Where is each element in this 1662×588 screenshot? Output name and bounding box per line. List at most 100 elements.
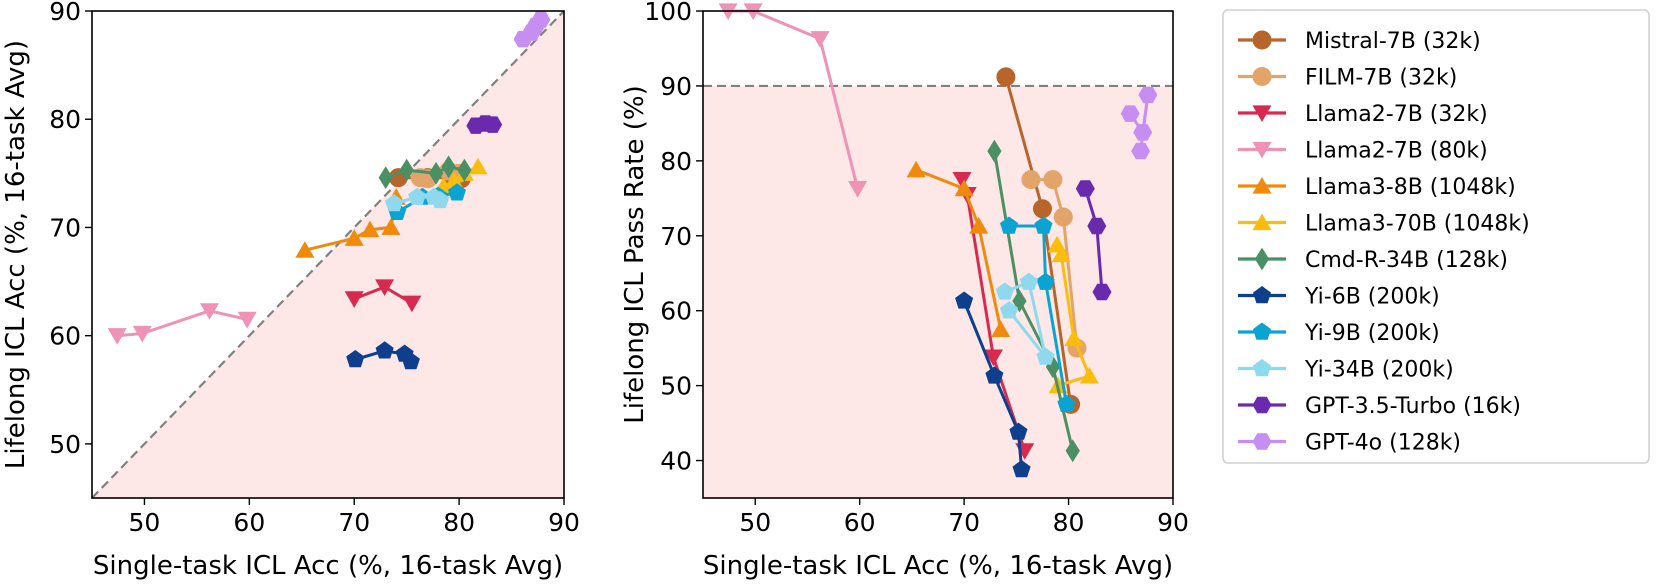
data-point (375, 341, 394, 359)
legend-label: Cmd-R-34B (128k) (1305, 248, 1508, 273)
legend-label: Mistral-7B (32k) (1305, 29, 1481, 54)
data-point (996, 67, 1016, 87)
data-point (1036, 272, 1055, 290)
legend-item-llama2-7b-80k: Llama2-7B (80k) (1238, 139, 1488, 164)
series-cmd-r-34b-128k (378, 155, 472, 190)
data-point (107, 328, 127, 345)
series-line (1031, 178, 1079, 349)
y-tick-label: 80 (660, 147, 692, 176)
y-tick-label: 40 (660, 447, 692, 476)
x-tick-label: 70 (338, 508, 370, 537)
series-yi-6b-200k (346, 341, 420, 370)
data-point (1019, 272, 1038, 290)
series-line (1004, 280, 1048, 359)
legend-frame (1222, 9, 1650, 464)
data-point (1009, 422, 1028, 440)
legend-label: Yi-6B (200k) (1304, 285, 1440, 310)
series-line (915, 168, 1003, 330)
legend-item-cmd-r-34b-128k: Cmd-R-34B (128k) (1238, 247, 1508, 273)
data-point (1079, 366, 1099, 384)
data-point (952, 172, 972, 189)
legend-marker (1252, 30, 1272, 50)
data-point (987, 139, 1002, 163)
legend-label: GPT-3.5-Turbo (16k) (1305, 394, 1521, 419)
data-point (408, 187, 427, 205)
data-point (295, 241, 315, 258)
legend-marker (1253, 322, 1271, 340)
x-tick-label: 90 (1157, 508, 1189, 537)
legend-marker (1252, 213, 1272, 231)
legend-item-gpt-3-5-turbo-16k: GPT-3.5-Turbo (16k) (1238, 394, 1521, 419)
legend-item-gpt-4o-128k: GPT-4o (128k) (1238, 431, 1461, 456)
plot-frame (91, 10, 565, 499)
data-point (1087, 217, 1107, 235)
data-point (1131, 142, 1151, 160)
legend-marker (1254, 247, 1270, 271)
legend-item-yi-9b-200k: Yi-9B (200k) (1238, 321, 1440, 346)
data-point (955, 291, 974, 309)
data-point (375, 279, 395, 296)
series-line (1128, 93, 1150, 152)
data-point (346, 350, 365, 368)
data-point (402, 295, 422, 313)
data-point (1032, 199, 1052, 219)
data-point (985, 366, 1004, 384)
data-point (428, 161, 444, 185)
data-point (1012, 289, 1027, 313)
x-tick-label: 50 (739, 508, 771, 537)
legend-label: Llama2-7B (80k) (1305, 139, 1488, 164)
data-point (1000, 216, 1019, 234)
x-tick-label: 90 (548, 508, 580, 537)
legend-item-yi-6b-200k: Yi-6B (200k) (1238, 285, 1440, 310)
y-axis-title: Lifelong ICL Pass Rate (%) (620, 85, 650, 423)
data-point (401, 352, 420, 370)
data-point (444, 171, 464, 189)
data-point (1075, 180, 1095, 197)
y-tick-label: 50 (49, 430, 81, 459)
legend-marker (1252, 396, 1272, 414)
legend-marker (1252, 141, 1272, 159)
legend-item-llama2-7b-32k: Llama2-7B (32k) (1238, 102, 1488, 127)
data-point (1138, 86, 1158, 104)
data-point (457, 158, 472, 182)
data-point (468, 157, 488, 175)
legend-item-llama3-8b-1048k: Llama3-8B (1048k) (1238, 175, 1516, 200)
legend-item-film-7b-32k: FILM-7B (32k) (1238, 66, 1457, 91)
legend-marker (1252, 177, 1272, 194)
series-yi-9b-200k (1000, 216, 1076, 412)
data-point (1000, 301, 1019, 319)
legend-label: Yi-34B (200k) (1304, 358, 1454, 383)
x-tick-label: 80 (443, 508, 475, 537)
y-axis-title: Lifelong ICL Acc (%, 16-task Avg) (1, 40, 31, 469)
data-point (810, 31, 830, 48)
series-yi-6b-200k (955, 291, 1031, 478)
x-axis-title: Single-task ICL Acc (%, 16-task Avg) (703, 551, 1173, 581)
legend-label: Llama2-7B (32k) (1305, 102, 1488, 127)
series-llama2-7b-80k (107, 303, 257, 345)
data-point (1043, 170, 1063, 190)
legend-label: Llama3-70B (1048k) (1305, 212, 1530, 237)
data-point (132, 325, 152, 343)
data-point (1034, 216, 1053, 234)
legend-item-yi-34b-200k: Yi-34B (200k) (1238, 358, 1454, 383)
data-point (1036, 347, 1055, 365)
series-line (1009, 224, 1068, 405)
data-point (954, 179, 974, 197)
legend-marker (1253, 286, 1271, 304)
legend: Mistral-7B (32k) FILM-7B (32k) Llama2-7B (… (1222, 9, 1650, 464)
data-point (1053, 207, 1073, 227)
right-chart: 50 60 70 80 90 40 50 60 70 80 90 100 Single-task ICL… (620, 0, 1189, 581)
y-tick-label: 80 (49, 105, 81, 134)
data-point (200, 303, 219, 320)
legend-label: GPT-4o (128k) (1305, 431, 1461, 456)
data-point (344, 291, 364, 308)
y-tick-label: 90 (660, 72, 692, 101)
data-point (381, 218, 401, 235)
data-point (399, 158, 414, 182)
series-gpt-3-5-turbo-16k (1075, 180, 1112, 301)
left-chart: 50 60 70 80 90 50 60 70 80 90 Single-task ICL Acc … (1, 0, 580, 581)
data-point (344, 229, 364, 246)
data-point (448, 183, 466, 201)
y-tick-label: 60 (49, 322, 81, 351)
